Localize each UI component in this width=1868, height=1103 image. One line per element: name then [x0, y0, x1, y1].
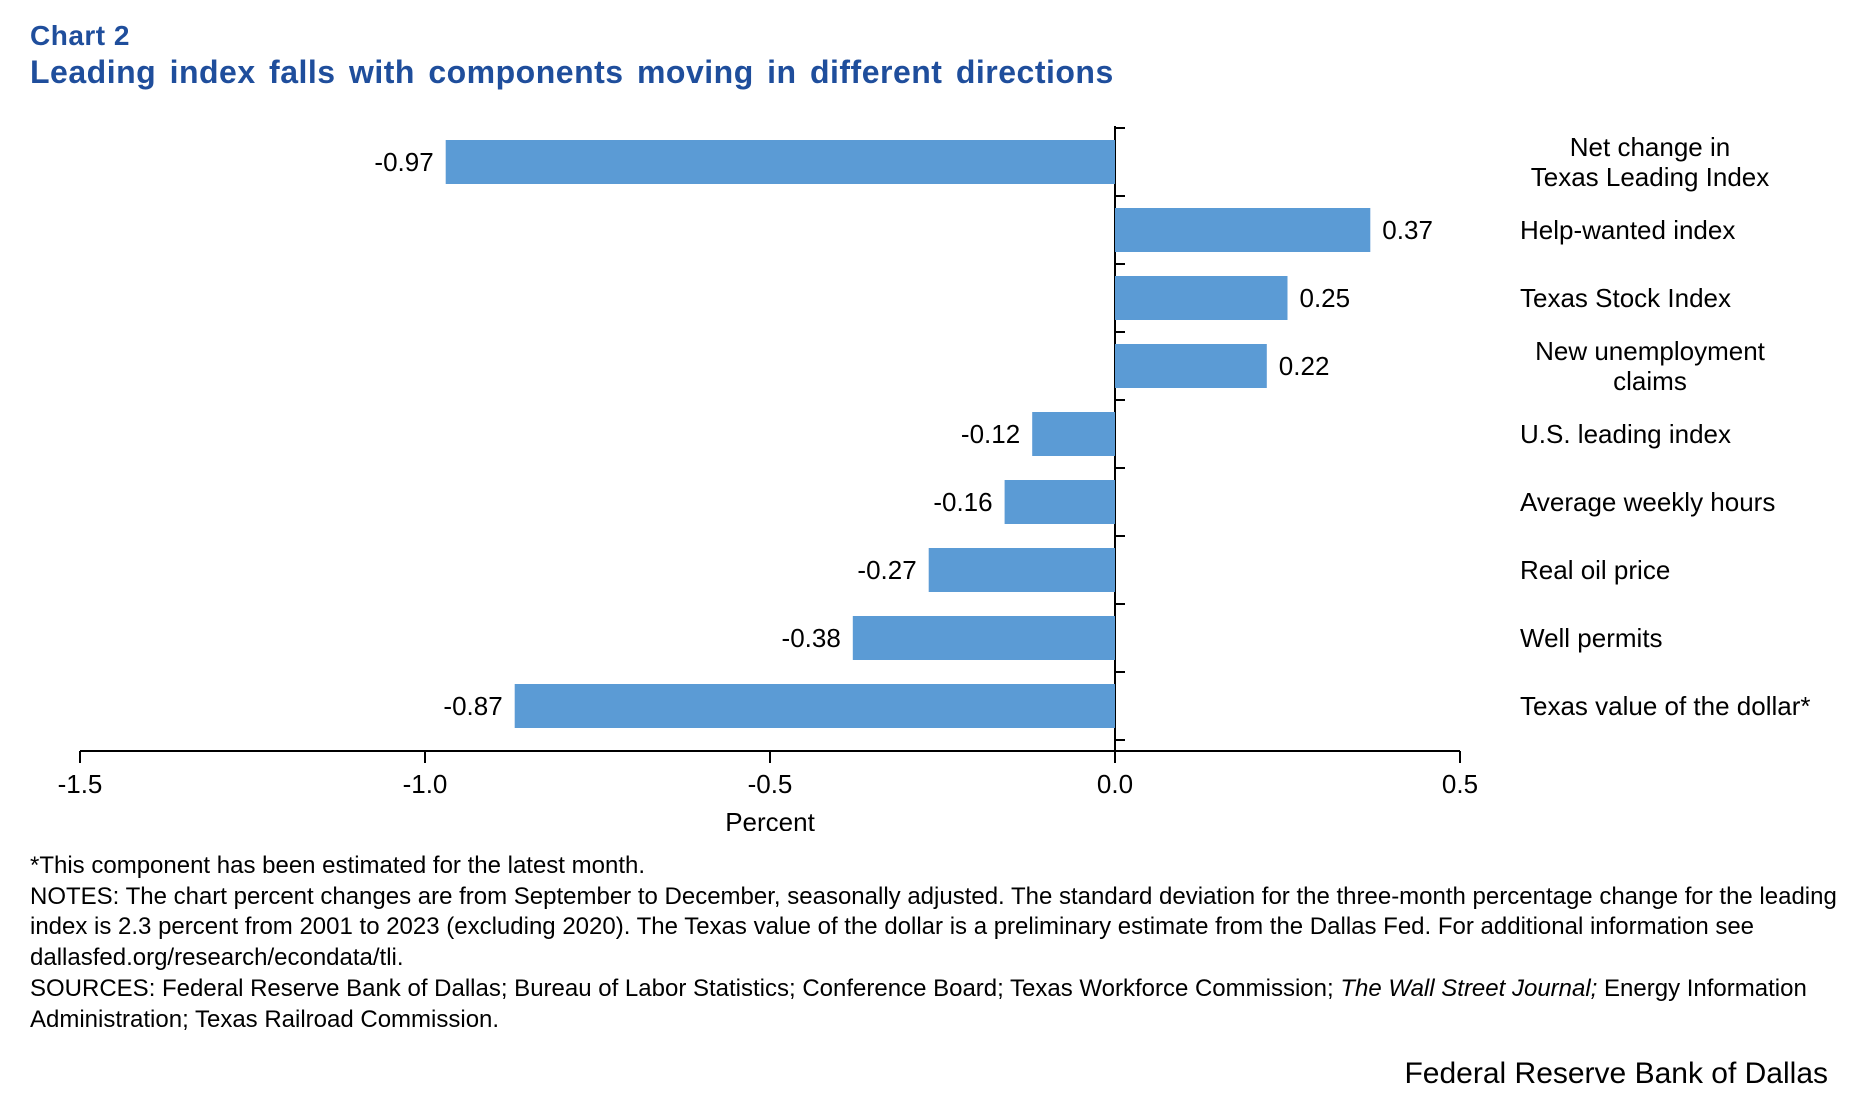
category-label: Texas value of the dollar*	[1520, 691, 1811, 721]
category-label: Texas Stock Index	[1520, 283, 1731, 313]
chart-page: Chart 2 Leading index falls with compone…	[0, 0, 1868, 1103]
bar	[1032, 412, 1115, 456]
category-label: Well permits	[1520, 623, 1663, 653]
x-tick-label: 0.0	[1097, 769, 1133, 799]
x-tick-label: -0.5	[748, 769, 793, 799]
bar-value-label: -0.16	[933, 487, 992, 517]
bar-value-label: -0.38	[782, 623, 841, 653]
category-label: New unemploymentclaims	[1535, 336, 1766, 396]
bar-value-label: -0.27	[857, 555, 916, 585]
bar	[515, 684, 1115, 728]
bar	[1115, 344, 1267, 388]
bar	[446, 140, 1115, 184]
bar-value-label: -0.12	[961, 419, 1020, 449]
chart-notes: *This component has been estimated for t…	[30, 851, 1838, 1035]
bar	[1115, 208, 1370, 252]
x-tick-label: -1.5	[58, 769, 103, 799]
sources-italic: The Wall Street Journal;	[1340, 975, 1597, 1002]
category-label: Average weekly hours	[1520, 487, 1775, 517]
bar-value-label: 0.25	[1300, 283, 1351, 313]
chart-container: -0.97 Net change inTexas Leading Index 0.3…	[30, 111, 1830, 831]
bar-value-label: -0.97	[374, 147, 433, 177]
chart-number: Chart 2	[30, 20, 1838, 52]
bar-value-label: 0.22	[1279, 351, 1330, 381]
bar-value-label: 0.37	[1382, 215, 1433, 245]
x-axis-label: Percent	[725, 807, 815, 831]
category-label: U.S. leading index	[1520, 419, 1731, 449]
category-label: Help-wanted index	[1520, 215, 1735, 245]
x-tick-label: 0.5	[1442, 769, 1478, 799]
category-label: Real oil price	[1520, 555, 1670, 585]
bar	[1005, 480, 1115, 524]
notes-body: NOTES: The chart percent changes are fro…	[30, 882, 1838, 974]
category-label: Net change inTexas Leading Index	[1531, 132, 1770, 192]
sources-prefix: SOURCES: Federal Reserve Bank of Dallas;…	[30, 975, 1340, 1002]
x-tick-label: -1.0	[403, 769, 448, 799]
bar	[853, 616, 1115, 660]
bar	[929, 548, 1115, 592]
bar-chart: -0.97 Net change inTexas Leading Index 0.3…	[30, 111, 1830, 831]
bar	[1115, 276, 1288, 320]
attribution: Federal Reserve Bank of Dallas	[1404, 1057, 1828, 1091]
sources-line: SOURCES: Federal Reserve Bank of Dallas;…	[30, 974, 1838, 1035]
chart-title: Leading index falls with components movi…	[30, 54, 1838, 91]
footnote-asterisk: *This component has been estimated for t…	[30, 851, 1838, 882]
bar-value-label: -0.87	[443, 691, 502, 721]
